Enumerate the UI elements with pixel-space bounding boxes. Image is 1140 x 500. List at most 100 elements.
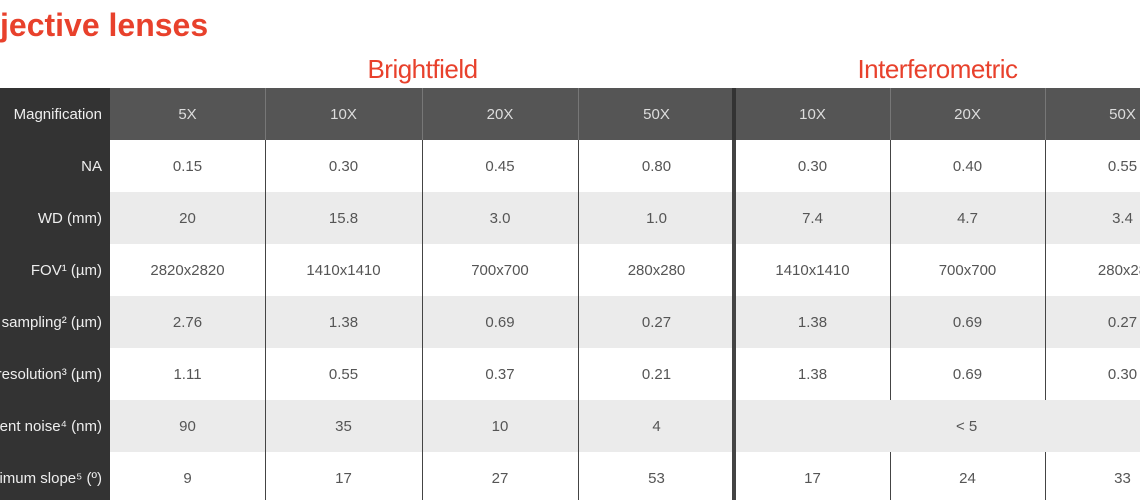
column-divider [264, 452, 266, 500]
column-divider [577, 400, 579, 452]
row-label: imum slope⁵ (º) [0, 452, 110, 500]
column-divider [264, 192, 266, 244]
table-cell: 17 [735, 452, 890, 500]
column-divider [264, 244, 266, 296]
column-divider [732, 192, 736, 244]
table-cell: 1410x1410 [735, 244, 890, 296]
column-divider [732, 400, 736, 452]
table-cell: 0.55 [265, 348, 422, 400]
column-divider [577, 192, 579, 244]
column-divider [421, 452, 423, 500]
title: jective lenses [0, 6, 209, 43]
table-cell: 0.21 [578, 348, 735, 400]
table-cell: 0.80 [578, 140, 735, 192]
table-cell: 0.69 [890, 348, 1045, 400]
column-divider [264, 400, 266, 452]
column-divider [889, 348, 891, 400]
table-cell: 4 [578, 400, 735, 452]
table-cell: < 5 [735, 400, 1140, 452]
header-cell: 50X [578, 88, 735, 140]
row-label: ment noise⁴ (nm) [0, 400, 110, 452]
column-divider [889, 140, 891, 192]
column-divider [1044, 452, 1046, 500]
column-divider [421, 244, 423, 296]
column-divider [732, 88, 736, 140]
row-label: NA [0, 140, 110, 192]
table-cell: 0.69 [422, 296, 578, 348]
table-cell: 0.27 [1045, 296, 1140, 348]
table-cell: 3.0 [422, 192, 578, 244]
table-cell: 33 [1045, 452, 1140, 500]
column-divider [1044, 192, 1046, 244]
column-divider [1044, 140, 1046, 192]
table-cell: 90 [110, 400, 265, 452]
table-cell: 7.4 [735, 192, 890, 244]
column-divider [264, 348, 266, 400]
table-cell: 2.76 [110, 296, 265, 348]
table-cell: 700x700 [422, 244, 578, 296]
column-divider [421, 192, 423, 244]
column-divider [889, 296, 891, 348]
table-cell: 1.38 [735, 348, 890, 400]
table-cell: 0.69 [890, 296, 1045, 348]
table-cell: 20 [110, 192, 265, 244]
column-divider [577, 88, 579, 140]
column-divider [421, 400, 423, 452]
table-cell: 1.11 [110, 348, 265, 400]
column-divider [889, 452, 891, 500]
column-divider [1044, 88, 1046, 140]
column-divider [264, 296, 266, 348]
column-divider [732, 140, 736, 192]
column-divider [732, 244, 736, 296]
header-cell: 20X [422, 88, 578, 140]
row-label: resolution³ (µm) [0, 348, 110, 400]
column-divider [577, 244, 579, 296]
column-divider [577, 296, 579, 348]
table-cell: 1.0 [578, 192, 735, 244]
column-divider [264, 140, 266, 192]
table-cell: 10 [422, 400, 578, 452]
row-label: sampling² (µm) [0, 296, 110, 348]
column-divider [421, 296, 423, 348]
column-divider [889, 88, 891, 140]
table-cell: 1.38 [265, 296, 422, 348]
header-cell: 20X [890, 88, 1045, 140]
table-cell: 27 [422, 452, 578, 500]
table-cell: 0.15 [110, 140, 265, 192]
table-cell: 35 [265, 400, 422, 452]
column-divider [577, 452, 579, 500]
column-divider [1044, 348, 1046, 400]
column-divider [1044, 296, 1046, 348]
header-cell: 50X [1045, 88, 1140, 140]
column-divider [577, 140, 579, 192]
table-cell: 1410x1410 [265, 244, 422, 296]
column-divider [421, 140, 423, 192]
table-cell: 0.45 [422, 140, 578, 192]
group-header: Interferometric [857, 53, 1018, 84]
table-cell: 53 [578, 452, 735, 500]
column-divider [421, 348, 423, 400]
group-header: Brightfield [367, 53, 478, 84]
table-cell: 280x28 [1045, 244, 1140, 296]
table-cell: 0.40 [890, 140, 1045, 192]
table-cell: 9 [110, 452, 265, 500]
table-cell: 700x700 [890, 244, 1045, 296]
table-cell: 280x280 [578, 244, 735, 296]
column-divider [732, 348, 736, 400]
table-cell: 4.7 [890, 192, 1045, 244]
column-divider [889, 192, 891, 244]
column-divider [732, 452, 736, 500]
table-cell: 1.38 [735, 296, 890, 348]
table-cell: 0.30 [735, 140, 890, 192]
table-cell: 0.30 [1045, 348, 1140, 400]
table-cell: 3.4 [1045, 192, 1140, 244]
table-cell: 17 [265, 452, 422, 500]
header-cell: 10X [735, 88, 890, 140]
table-cell: 2820x2820 [110, 244, 265, 296]
column-divider [577, 348, 579, 400]
column-divider [889, 244, 891, 296]
table-cell: 0.30 [265, 140, 422, 192]
header-cell: 10X [265, 88, 422, 140]
table-cell: 0.37 [422, 348, 578, 400]
